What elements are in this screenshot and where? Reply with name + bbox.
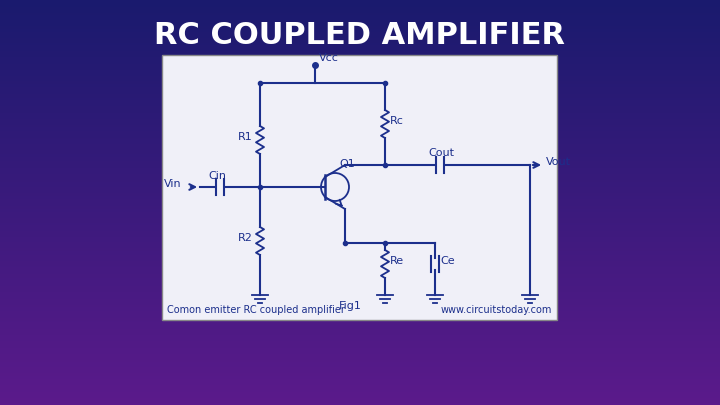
FancyBboxPatch shape — [162, 55, 557, 320]
Text: Q1: Q1 — [339, 159, 355, 169]
Text: Fig1: Fig1 — [338, 301, 361, 311]
Text: Rc: Rc — [390, 116, 404, 126]
Text: Ce: Ce — [440, 256, 454, 266]
Text: Cout: Cout — [428, 148, 454, 158]
Text: Cin: Cin — [208, 171, 226, 181]
Text: RC COUPLED AMPLIFIER: RC COUPLED AMPLIFIER — [155, 21, 565, 49]
Text: Re: Re — [390, 256, 404, 266]
Text: Vin: Vin — [164, 179, 181, 189]
Text: Vcc: Vcc — [319, 53, 339, 63]
Text: Comon emitter RC coupled amplifier: Comon emitter RC coupled amplifier — [167, 305, 345, 315]
Text: www.circuitstoday.com: www.circuitstoday.com — [441, 305, 552, 315]
Text: R1: R1 — [238, 132, 253, 142]
Text: R2: R2 — [238, 233, 253, 243]
Text: Vout: Vout — [546, 157, 571, 167]
